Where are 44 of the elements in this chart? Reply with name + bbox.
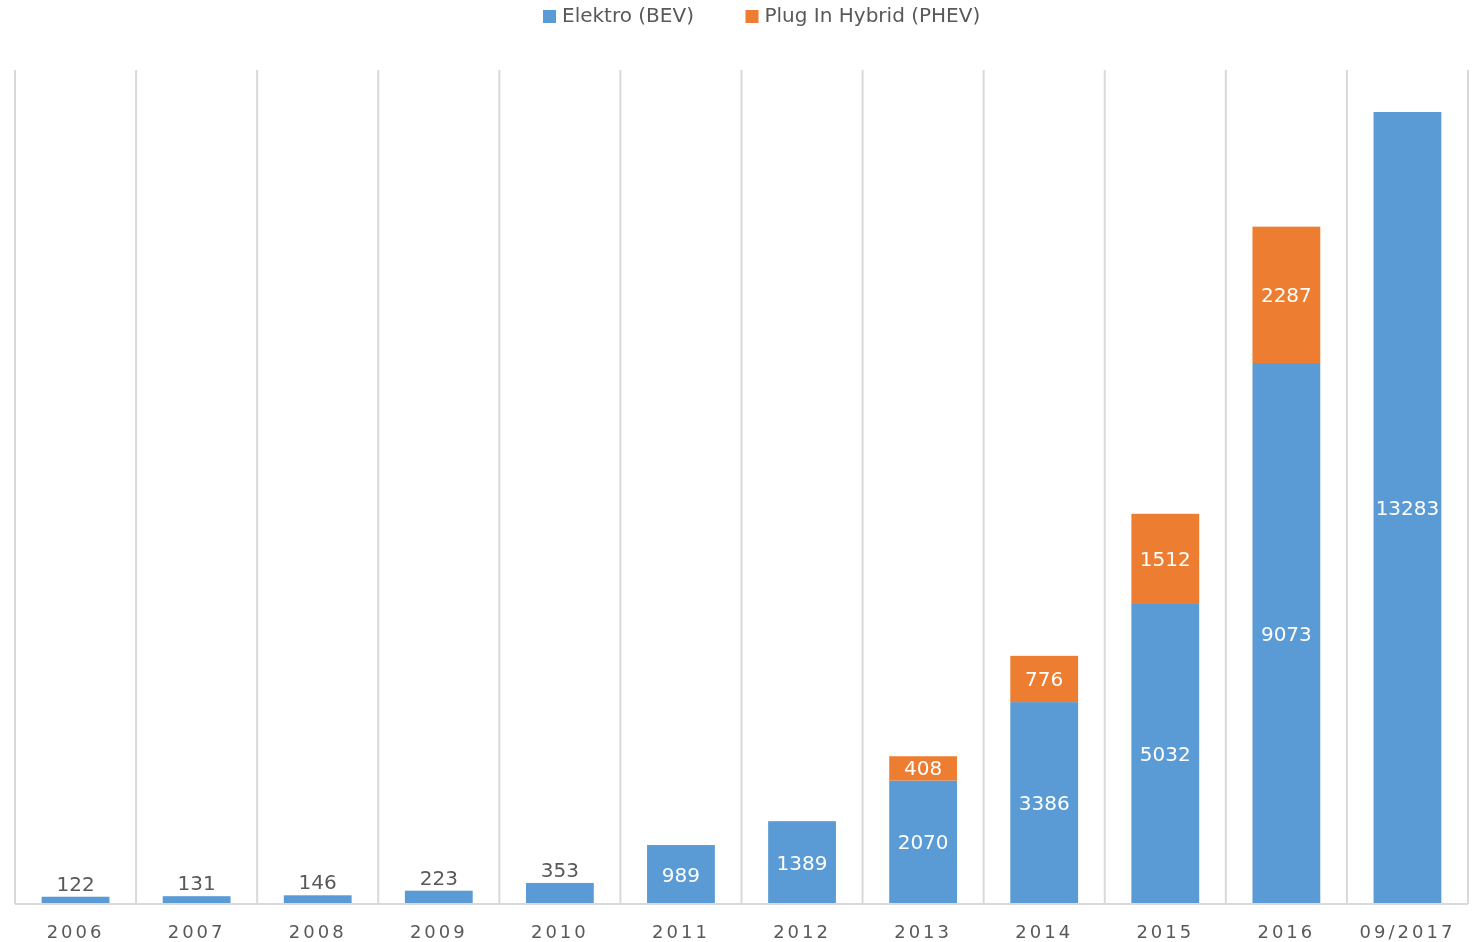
x-tick-label: 2011 <box>652 921 710 942</box>
bar <box>1010 655 1079 703</box>
data-label: 353 <box>540 857 579 882</box>
x-tick-label: 2016 <box>1257 921 1316 942</box>
x-tick-label: 2014 <box>1015 921 1074 942</box>
bar <box>525 882 594 904</box>
data-label: 1512 <box>1139 546 1191 571</box>
bar <box>1252 363 1321 904</box>
data-label: 1389 <box>776 850 828 875</box>
x-tick-label: 2007 <box>167 921 226 942</box>
data-label: 122 <box>56 871 95 896</box>
x-tick-label: 09/2017 <box>1359 921 1456 942</box>
data-label: 3386 <box>1018 791 1070 816</box>
bar <box>404 890 473 904</box>
data-label: 5032 <box>1139 741 1191 766</box>
bar <box>1010 702 1079 904</box>
data-label: 776 <box>1025 666 1064 691</box>
x-tick-label: 2013 <box>894 921 953 942</box>
data-label: 146 <box>298 870 337 895</box>
data-label: 9073 <box>1260 621 1312 646</box>
bar <box>162 896 231 904</box>
bar <box>647 845 715 904</box>
data-label: 2070 <box>897 830 949 855</box>
bar <box>1373 112 1442 904</box>
x-tick-label: 2012 <box>773 921 831 942</box>
x-tick-label: 2010 <box>530 921 589 942</box>
data-label: 989 <box>661 862 701 887</box>
data-label: 408 <box>904 756 943 781</box>
x-tick-label: 2009 <box>409 921 468 942</box>
x-tick-label: 2008 <box>288 921 347 942</box>
bar <box>1131 603 1200 904</box>
data-label: 131 <box>177 871 216 896</box>
data-label: 13283 <box>1375 496 1440 520</box>
bar <box>1252 226 1321 364</box>
data-label: 223 <box>419 865 458 890</box>
x-tick-label: 2006 <box>46 921 105 942</box>
bar <box>283 895 352 904</box>
bar <box>889 780 958 904</box>
bar <box>768 821 836 904</box>
data-label: 2287 <box>1260 282 1312 307</box>
legend-label: Plug In Hybrid (PHEV) <box>764 3 981 27</box>
x-tick-label: 2015 <box>1136 921 1195 942</box>
bar <box>1131 513 1200 604</box>
legend-label: Elektro (BEV) <box>562 3 694 27</box>
